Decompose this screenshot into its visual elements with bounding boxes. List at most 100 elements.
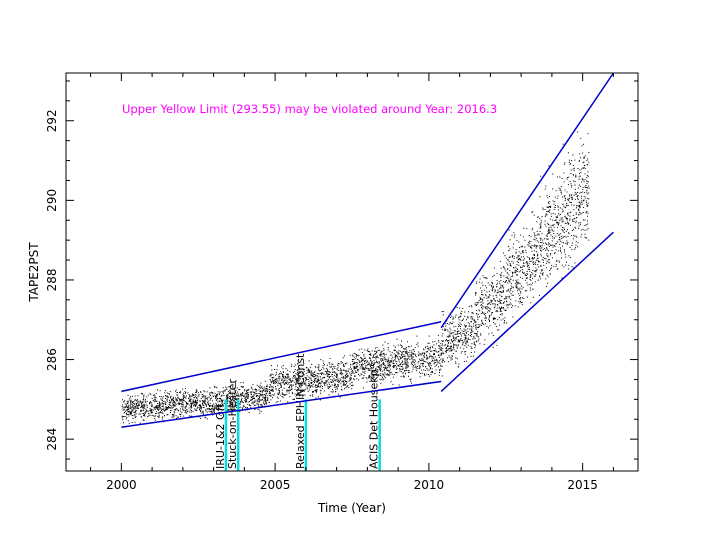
data-point [377, 357, 379, 359]
data-point [532, 258, 534, 260]
data-point [265, 400, 267, 401]
data-point [250, 399, 251, 401]
data-point [141, 406, 143, 408]
data-point [540, 278, 541, 280]
data-point [318, 380, 319, 382]
data-point [314, 378, 316, 380]
data-point [334, 383, 336, 385]
data-point [483, 324, 485, 326]
data-point [312, 392, 314, 393]
data-point [203, 401, 205, 403]
data-point [491, 300, 493, 302]
data-point [442, 351, 444, 353]
data-point [359, 367, 361, 369]
data-point [567, 213, 568, 215]
data-point [541, 273, 543, 275]
data-point [246, 391, 248, 393]
data-point [465, 329, 467, 331]
data-point [220, 400, 222, 402]
data-point [551, 240, 553, 242]
data-point [235, 381, 236, 382]
data-point [500, 319, 502, 321]
data-point [422, 364, 424, 366]
data-point [564, 162, 566, 164]
data-point [531, 229, 533, 231]
data-point [512, 286, 514, 288]
data-point [194, 394, 196, 396]
data-point [496, 272, 498, 274]
data-point [143, 400, 145, 402]
data-point [188, 400, 190, 402]
data-point [501, 286, 503, 288]
data-point [471, 347, 473, 349]
data-point [184, 390, 186, 392]
data-point [157, 407, 158, 409]
data-point [383, 367, 385, 369]
data-point [324, 383, 326, 385]
data-point [294, 398, 296, 400]
data-point [286, 389, 288, 391]
data-point [405, 351, 407, 353]
data-point [182, 388, 184, 390]
data-point [335, 379, 337, 380]
data-point [329, 371, 331, 373]
data-point [314, 376, 316, 378]
data-point [478, 281, 480, 283]
data-point [377, 375, 379, 377]
data-point [288, 376, 290, 378]
data-point [131, 422, 133, 423]
data-point [548, 209, 550, 211]
data-point [518, 300, 520, 302]
data-point [255, 404, 257, 406]
data-point [143, 395, 145, 397]
data-point [258, 398, 260, 399]
data-point [215, 397, 217, 398]
data-point [328, 373, 329, 375]
data-point [235, 393, 237, 395]
data-point [274, 379, 276, 381]
data-point [245, 401, 247, 403]
data-point [351, 368, 353, 370]
data-point [460, 315, 462, 317]
data-point [340, 386, 342, 388]
data-point [246, 389, 248, 391]
data-point [512, 316, 514, 318]
data-point [190, 411, 192, 413]
data-point [472, 317, 474, 319]
data-point [199, 404, 200, 406]
data-point [358, 354, 360, 356]
data-point [144, 400, 146, 402]
data-point [372, 371, 374, 373]
data-point [356, 364, 358, 366]
data-point [576, 192, 578, 193]
data-point [562, 230, 564, 232]
data-point [402, 367, 404, 369]
data-point [409, 350, 411, 352]
data-point [195, 402, 197, 404]
data-point [576, 217, 578, 219]
data-point [289, 371, 291, 373]
data-point [511, 294, 513, 296]
data-point [530, 289, 531, 291]
data-point [200, 407, 202, 408]
data-point [214, 392, 216, 394]
data-point [574, 248, 576, 250]
data-point [183, 394, 185, 396]
data-point [350, 364, 352, 366]
data-point [352, 370, 354, 372]
data-point [475, 327, 477, 329]
data-point [510, 303, 512, 305]
data-point [299, 368, 301, 370]
data-point [126, 416, 128, 418]
data-point [213, 410, 215, 412]
data-point [568, 161, 570, 163]
data-point [418, 355, 420, 357]
data-point [481, 320, 483, 322]
data-point [433, 344, 435, 346]
data-point [126, 402, 128, 404]
data-point [571, 184, 573, 186]
data-point [514, 234, 516, 236]
data-point [203, 395, 205, 397]
data-point [497, 329, 498, 331]
data-point [528, 257, 530, 259]
